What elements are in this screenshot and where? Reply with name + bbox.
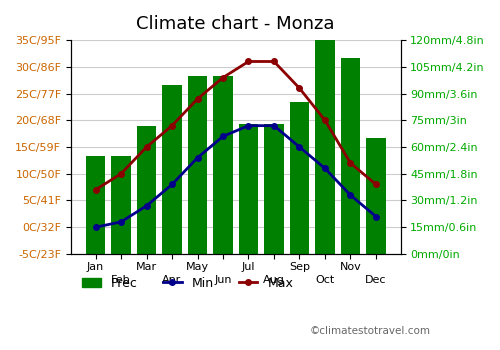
- Bar: [316, 40, 334, 254]
- Text: ©climatestotravel.com: ©climatestotravel.com: [310, 326, 431, 336]
- Bar: [341, 58, 360, 254]
- Bar: [290, 103, 309, 254]
- Bar: [366, 138, 386, 254]
- Bar: [162, 85, 182, 254]
- Bar: [239, 124, 258, 254]
- Bar: [137, 126, 156, 254]
- Title: Climate chart - Monza: Climate chart - Monza: [136, 15, 335, 33]
- Bar: [188, 76, 207, 254]
- Bar: [112, 156, 130, 254]
- Bar: [264, 124, 283, 254]
- Legend: Prec, Min, Max: Prec, Min, Max: [77, 272, 298, 295]
- Bar: [214, 76, 233, 254]
- Bar: [86, 156, 105, 254]
